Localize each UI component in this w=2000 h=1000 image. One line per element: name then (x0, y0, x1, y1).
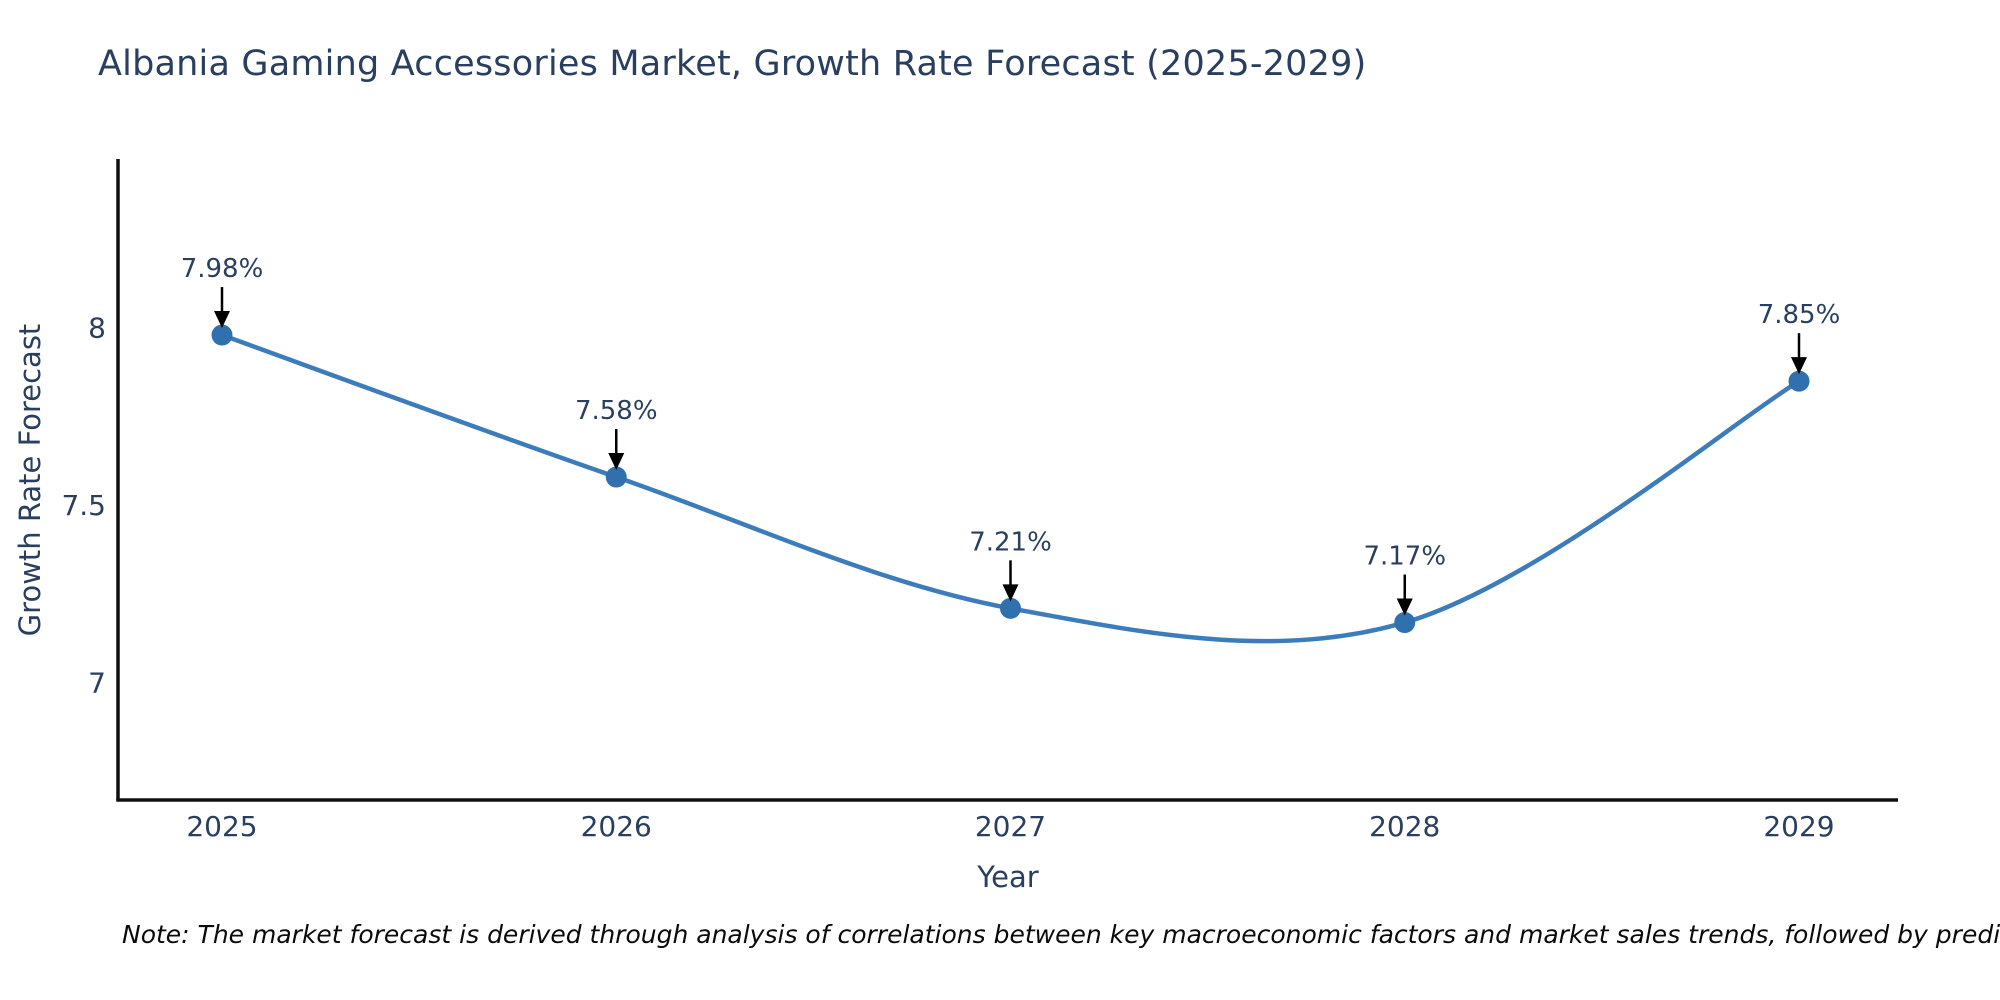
x-tick-label: 2026 (581, 810, 652, 843)
x-tick-label: 2028 (1369, 810, 1440, 843)
annotation-arrowhead (1002, 584, 1019, 602)
annotation-arrowhead (1791, 357, 1807, 375)
annotation-label: 7.21% (969, 527, 1052, 557)
annotation-arrowhead (1396, 598, 1413, 616)
data-point-marker (1000, 597, 1021, 619)
annotation-label: 7.17% (1363, 542, 1446, 572)
data-point-marker (1394, 612, 1416, 634)
data-point-marker (211, 324, 233, 346)
y-tick-label: 7.5 (61, 489, 106, 522)
annotation-label: 7.98% (181, 254, 264, 284)
x-tick-label: 2027 (975, 810, 1046, 843)
annotation-arrowhead (608, 453, 625, 471)
y-tick-label: 7 (88, 666, 106, 699)
annotation-label: 7.58% (575, 396, 658, 426)
x-tick-label: 2025 (186, 810, 257, 843)
footnote: Note: The market forecast is derived thr… (122, 920, 2000, 949)
x-tick-label: 2029 (1763, 810, 1834, 843)
chart-title: Albania Gaming Accessories Market, Growt… (98, 44, 1367, 84)
y-tick-label: 8 (88, 311, 106, 344)
data-point-marker (1788, 370, 1810, 392)
data-point-marker (605, 466, 627, 488)
x-axis-title: Year (977, 860, 1039, 894)
annotation-label: 7.85% (1758, 300, 1841, 330)
annotation-arrowhead (214, 311, 230, 329)
